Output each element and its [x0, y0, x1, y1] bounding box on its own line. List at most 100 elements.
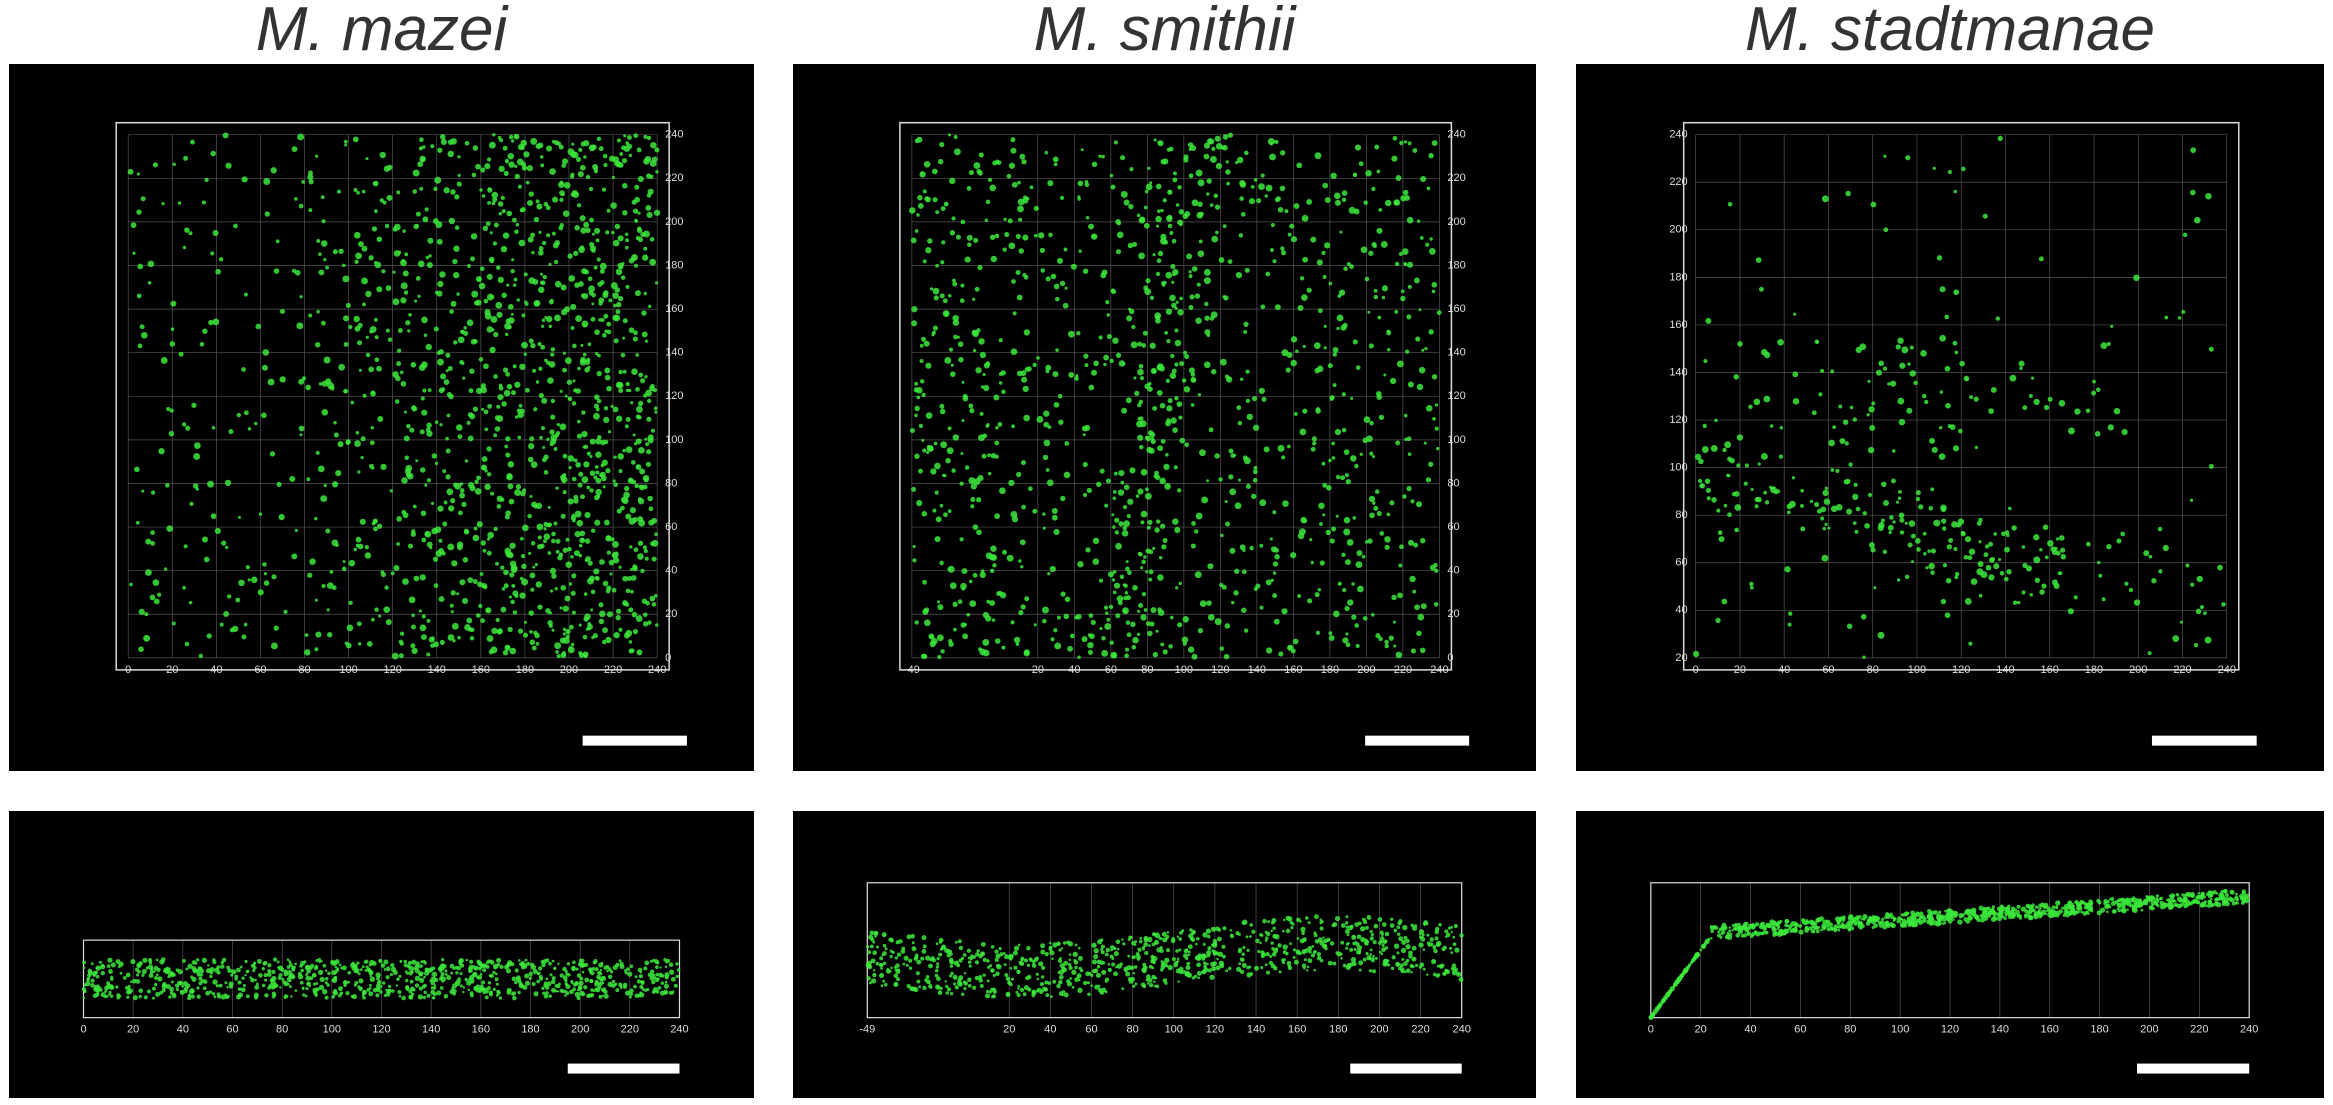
cell — [1091, 161, 1098, 168]
cell — [1952, 445, 1960, 452]
cell — [1111, 578, 1116, 582]
cell — [1392, 620, 1396, 624]
cell — [553, 446, 558, 451]
cell — [584, 269, 590, 275]
cell — [994, 957, 999, 962]
cell — [1158, 556, 1163, 560]
cell — [1824, 486, 1829, 491]
cell — [1067, 941, 1074, 947]
cell — [1145, 978, 1150, 982]
cell — [1169, 230, 1174, 235]
cell — [1800, 526, 1806, 532]
cell — [1199, 600, 1207, 607]
cell — [267, 963, 272, 968]
cell — [335, 469, 342, 477]
cell — [602, 153, 608, 159]
y-tick-label: 240 — [1669, 129, 1687, 141]
cell — [211, 991, 216, 996]
cell — [1827, 526, 1831, 530]
cell — [538, 366, 543, 371]
cell — [2124, 581, 2129, 586]
side-view: -49 20 40 60 80 100 120 140 160 180 200 220 240 — [859, 882, 1471, 1036]
cell — [528, 191, 535, 197]
cell — [948, 641, 954, 647]
cell — [1048, 941, 1052, 945]
cell — [1069, 633, 1075, 639]
cell — [1208, 138, 1215, 145]
cell — [1150, 607, 1157, 614]
cell — [872, 950, 877, 956]
cell — [1280, 246, 1285, 251]
cell — [1019, 153, 1026, 160]
cell — [642, 988, 645, 991]
cell — [1292, 956, 1296, 959]
cell — [911, 946, 917, 952]
cell — [155, 991, 161, 997]
cell — [1159, 945, 1163, 950]
cell — [675, 974, 679, 979]
cell — [914, 413, 918, 418]
cell — [2021, 545, 2026, 549]
cell — [279, 986, 282, 989]
cell — [1750, 487, 1754, 491]
cell — [629, 507, 637, 514]
cell — [1298, 528, 1306, 536]
cell — [1178, 581, 1183, 586]
cell — [581, 537, 585, 541]
cell — [405, 320, 411, 326]
cell — [1138, 252, 1145, 260]
cell — [90, 962, 94, 966]
cell — [1955, 572, 1960, 577]
cell — [168, 995, 172, 999]
cell — [608, 559, 615, 566]
cell — [1038, 232, 1045, 239]
cell — [352, 136, 359, 143]
cell — [1319, 926, 1324, 931]
cell — [1152, 253, 1156, 257]
cell — [870, 937, 875, 942]
cell — [175, 987, 179, 992]
cell — [495, 561, 499, 566]
cell — [1011, 516, 1019, 523]
cell — [1282, 950, 1287, 955]
cell — [1988, 541, 1994, 547]
cell — [516, 408, 522, 414]
cell — [195, 958, 200, 962]
cell — [462, 597, 469, 605]
cell — [462, 376, 466, 380]
cell — [365, 290, 372, 298]
cell — [1727, 473, 1731, 478]
cell — [633, 330, 638, 336]
cell — [469, 413, 476, 420]
x-tick-label: 20 — [1003, 1024, 1015, 1036]
cell — [960, 956, 965, 961]
cell — [1214, 618, 1222, 626]
cell — [279, 309, 285, 314]
cell — [1360, 936, 1366, 943]
cell — [1171, 368, 1177, 374]
cell — [399, 641, 404, 646]
cell — [1023, 649, 1030, 656]
cell — [141, 489, 145, 493]
cell — [573, 250, 579, 256]
cell — [1736, 434, 1744, 441]
cell — [531, 982, 536, 987]
cell — [484, 483, 491, 491]
cell — [1224, 500, 1228, 504]
cell — [593, 412, 600, 420]
cell — [574, 225, 580, 231]
cell — [583, 155, 587, 159]
cell — [294, 197, 298, 201]
cell — [1221, 954, 1226, 959]
cell — [549, 589, 554, 593]
cell — [151, 986, 156, 991]
cell — [358, 978, 364, 984]
cell — [1339, 230, 1343, 234]
cell — [944, 311, 949, 317]
cell — [2073, 595, 2078, 600]
cell — [531, 541, 536, 546]
cell — [554, 587, 558, 591]
cell — [1242, 945, 1246, 950]
cell — [974, 286, 980, 292]
